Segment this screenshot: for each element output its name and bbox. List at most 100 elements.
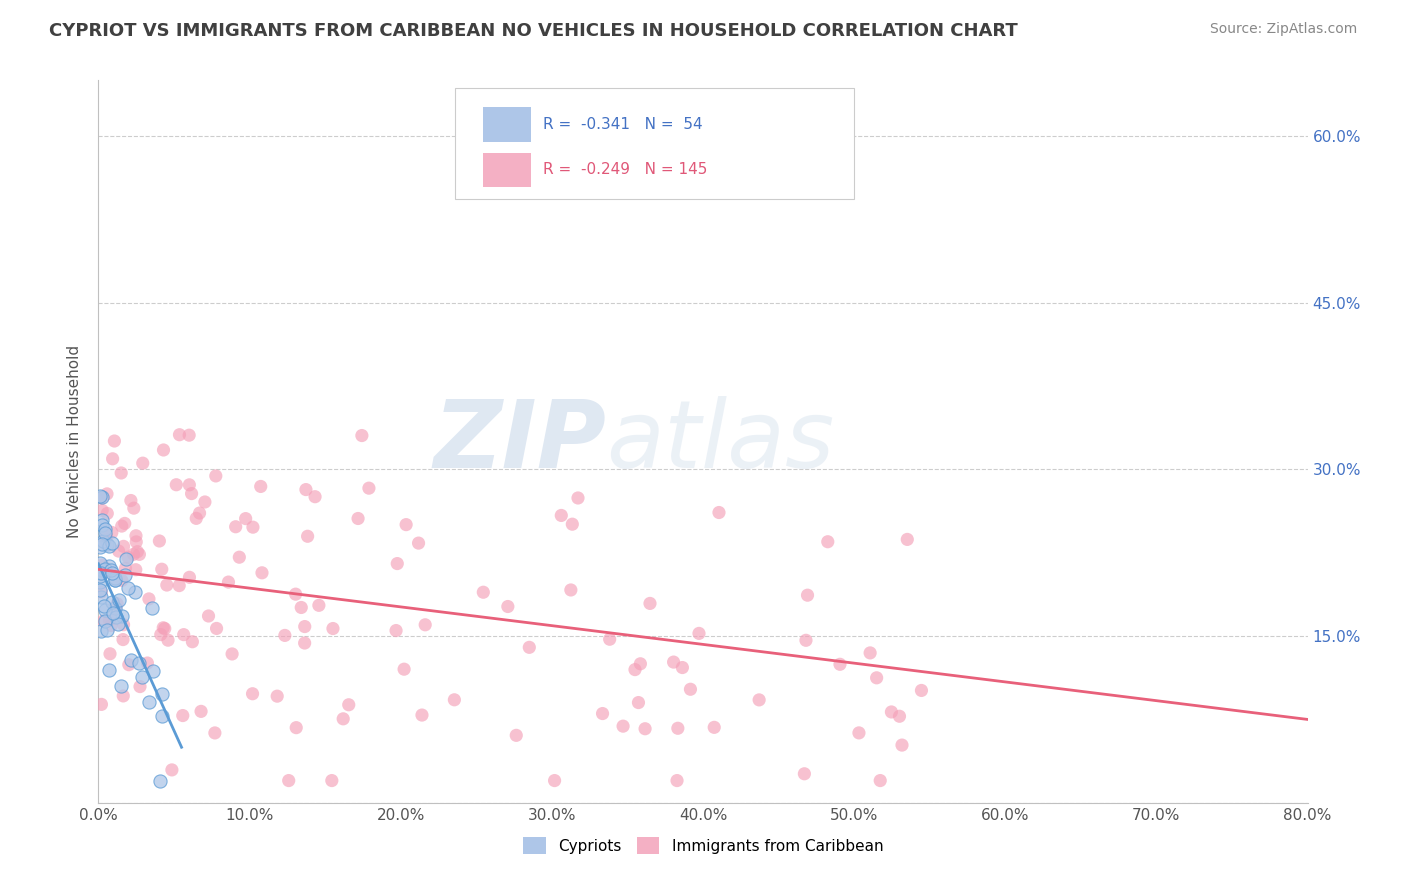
Point xyxy=(205,622,228,636)
Point xyxy=(217,575,239,590)
Point xyxy=(122,501,145,516)
Point xyxy=(91,513,114,527)
Point xyxy=(242,687,264,701)
Point xyxy=(91,503,114,517)
Point xyxy=(204,726,226,740)
Point xyxy=(125,535,148,549)
Point xyxy=(679,682,702,697)
Point xyxy=(101,451,124,466)
Point xyxy=(142,664,165,678)
Point xyxy=(266,689,288,703)
Point xyxy=(173,627,195,641)
Point xyxy=(98,613,121,627)
Point xyxy=(543,773,565,788)
Point xyxy=(817,534,839,549)
Point xyxy=(138,591,160,606)
Point xyxy=(413,617,436,632)
Point xyxy=(624,663,647,677)
Point xyxy=(337,698,360,712)
Point xyxy=(125,563,148,577)
Point xyxy=(304,490,326,504)
Point xyxy=(118,657,141,672)
Point xyxy=(108,593,131,607)
Point xyxy=(112,540,135,554)
Point xyxy=(249,479,271,493)
Point xyxy=(638,596,661,610)
Point xyxy=(794,633,817,648)
Point xyxy=(186,511,208,525)
Point xyxy=(96,529,118,543)
Point xyxy=(101,525,124,540)
Point xyxy=(891,738,914,752)
Point xyxy=(357,481,380,495)
Point xyxy=(104,610,127,624)
Point xyxy=(98,540,121,554)
Point xyxy=(141,600,163,615)
Point xyxy=(505,728,527,742)
Point xyxy=(703,720,725,734)
Point xyxy=(828,657,851,672)
Point xyxy=(91,518,114,533)
Point xyxy=(94,525,117,540)
Point xyxy=(671,660,693,674)
Point xyxy=(110,679,132,693)
Point xyxy=(859,646,882,660)
Point xyxy=(100,618,122,632)
Point xyxy=(90,491,112,505)
Point xyxy=(411,708,433,723)
Text: atlas: atlas xyxy=(606,396,835,487)
Point xyxy=(101,595,124,609)
Point xyxy=(111,519,134,533)
Point xyxy=(387,557,409,571)
Point xyxy=(125,529,148,543)
Point xyxy=(197,609,219,624)
Point xyxy=(225,520,247,534)
Point xyxy=(152,621,174,635)
Point xyxy=(89,556,111,570)
Point xyxy=(628,657,651,671)
Point xyxy=(688,626,710,640)
Point xyxy=(107,544,129,558)
Point xyxy=(149,627,172,641)
Point xyxy=(91,536,114,550)
Point xyxy=(111,609,134,624)
Point xyxy=(91,614,114,628)
Bar xyxy=(482,153,531,187)
Point xyxy=(150,708,173,723)
Point xyxy=(848,726,870,740)
Point xyxy=(112,689,135,703)
Point xyxy=(91,533,114,548)
Point xyxy=(165,477,187,491)
Point xyxy=(138,695,160,709)
Point xyxy=(285,721,308,735)
Point xyxy=(332,712,354,726)
Point xyxy=(153,622,176,636)
Point xyxy=(98,647,121,661)
Point xyxy=(90,590,112,604)
Point xyxy=(124,584,146,599)
Point xyxy=(290,600,312,615)
Point xyxy=(188,506,211,520)
Point xyxy=(90,585,112,599)
Point xyxy=(129,680,152,694)
Point xyxy=(100,563,122,577)
Point xyxy=(443,693,465,707)
Point xyxy=(96,507,118,521)
Point xyxy=(889,709,911,723)
Point xyxy=(221,647,243,661)
Point xyxy=(136,656,159,670)
Point xyxy=(91,558,114,573)
Point xyxy=(612,719,634,733)
Point xyxy=(120,493,142,508)
Point xyxy=(104,601,127,615)
Point xyxy=(294,619,316,633)
Point xyxy=(89,489,111,503)
Point xyxy=(160,763,183,777)
Point xyxy=(156,578,179,592)
Point xyxy=(152,442,174,457)
Point xyxy=(395,517,418,532)
Point xyxy=(91,563,114,577)
Point xyxy=(866,671,889,685)
Point xyxy=(128,547,150,561)
Point xyxy=(89,540,111,554)
